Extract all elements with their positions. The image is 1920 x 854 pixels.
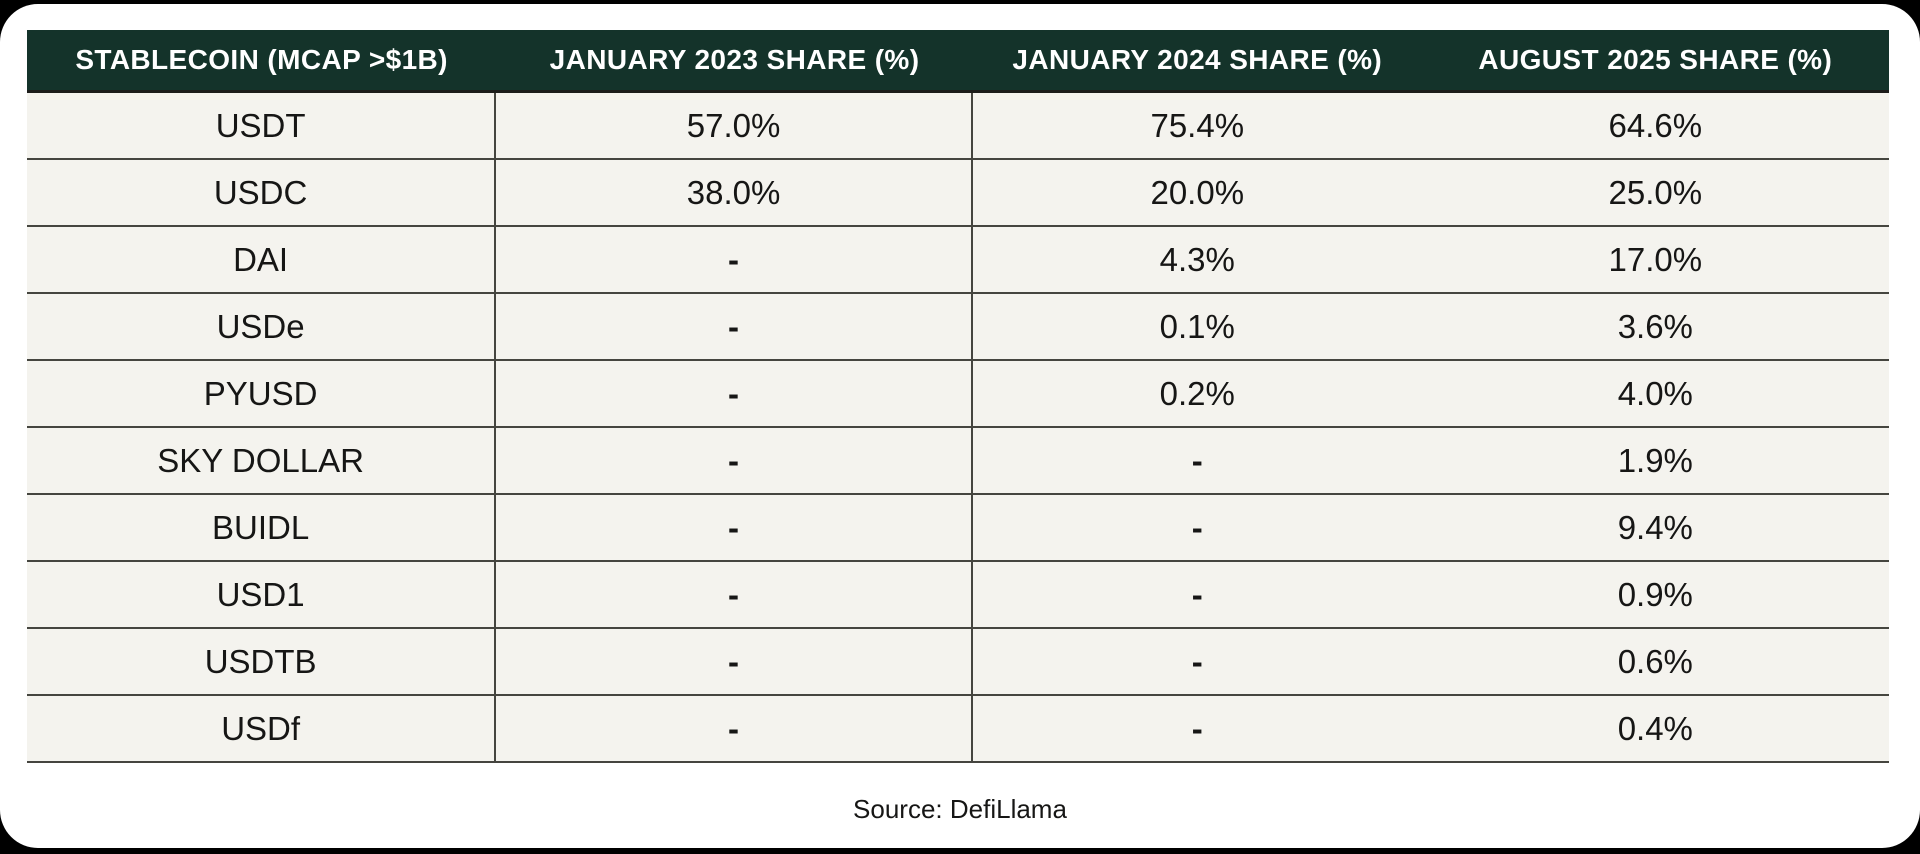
column-header-august-2025-share: AUGUST 2025 SHARE (%): [1478, 44, 1833, 75]
january-2024-share-cell: 20.0%: [1150, 173, 1245, 211]
august-2025-share-cell: 1.9%: [1617, 441, 1693, 479]
column-header-january-2023-share: JANUARY 2023 SHARE (%): [549, 44, 920, 75]
august-2025-share-cell: 0.4%: [1617, 709, 1693, 747]
stablecoin-name-cell: USDC: [27, 160, 497, 225]
column-header-january-2024-share: JANUARY 2024 SHARE (%): [1012, 44, 1383, 75]
table-body: USDT 57.0% 75.4% 64.6% USDC 38.0% 20.0% …: [27, 93, 1889, 763]
table-row: USDT 57.0% 75.4% 64.6%: [27, 93, 1889, 160]
stablecoin-name-cell: DAI: [27, 227, 497, 292]
january-2024-share-cell: -: [1191, 441, 1203, 479]
january-2023-share-cell: -: [496, 361, 973, 426]
stablecoin-name-cell: USDT: [27, 93, 497, 158]
stablecoin-name-cell: SKY DOLLAR: [27, 428, 497, 493]
january-2023-share-cell: -: [496, 696, 973, 761]
table-row: USD1 - - 0.9%: [27, 562, 1889, 629]
january-2024-share-cell: 75.4%: [1150, 106, 1245, 144]
column-header-stablecoin: STABLECOIN (MCAP >$1B): [75, 44, 448, 75]
table-row: SKY DOLLAR - - 1.9%: [27, 428, 1889, 495]
january-2024-share-cell: -: [1191, 709, 1203, 747]
january-2023-share-cell: -: [496, 428, 973, 493]
january-2024-share-cell: 0.1%: [1159, 307, 1235, 345]
january-2024-share-cell: 0.2%: [1159, 374, 1235, 412]
january-2023-share-cell: -: [496, 495, 973, 560]
stablecoin-name-cell: USDf: [27, 696, 497, 761]
january-2024-share-cell: -: [1191, 575, 1203, 613]
january-2024-share-cell: 4.3%: [1159, 240, 1235, 278]
january-2023-share-cell: -: [496, 629, 973, 694]
table-row: DAI - 4.3% 17.0%: [27, 227, 1889, 294]
stablecoin-name-cell: PYUSD: [27, 361, 497, 426]
august-2025-share-cell: 3.6%: [1617, 307, 1693, 345]
stablecoin-name-cell: USD1: [27, 562, 497, 627]
august-2025-share-cell: 4.0%: [1617, 374, 1693, 412]
stablecoin-share-table: STABLECOIN (MCAP >$1B) JANUARY 2023 SHAR…: [27, 30, 1889, 763]
january-2023-share-cell: -: [496, 227, 973, 292]
january-2024-share-cell: -: [1191, 508, 1203, 546]
january-2024-share-cell: -: [1191, 642, 1203, 680]
stablecoin-name-cell: USDe: [27, 294, 497, 359]
january-2023-share-cell: 57.0%: [496, 93, 973, 158]
table-row: BUIDL - - 9.4%: [27, 495, 1889, 562]
january-2023-share-cell: -: [496, 294, 973, 359]
august-2025-share-cell: 25.0%: [1608, 173, 1703, 211]
page-card: STABLECOIN (MCAP >$1B) JANUARY 2023 SHAR…: [0, 4, 1920, 848]
august-2025-share-cell: 0.9%: [1617, 575, 1693, 613]
august-2025-share-cell: 9.4%: [1617, 508, 1693, 546]
source-caption: Source: DefiLlama: [853, 794, 1067, 824]
table-row: USDe - 0.1% 3.6%: [27, 294, 1889, 361]
stablecoin-name-cell: BUIDL: [27, 495, 497, 560]
stablecoin-name-cell: USDTB: [27, 629, 497, 694]
table-row: USDTB - - 0.6%: [27, 629, 1889, 696]
january-2023-share-cell: -: [496, 562, 973, 627]
table-header-row: STABLECOIN (MCAP >$1B) JANUARY 2023 SHAR…: [27, 30, 1889, 93]
table-row: USDC 38.0% 20.0% 25.0%: [27, 160, 1889, 227]
august-2025-share-cell: 17.0%: [1608, 240, 1703, 278]
january-2023-share-cell: 38.0%: [496, 160, 973, 225]
august-2025-share-cell: 0.6%: [1617, 642, 1693, 680]
table-row: PYUSD - 0.2% 4.0%: [27, 361, 1889, 428]
august-2025-share-cell: 64.6%: [1608, 106, 1703, 144]
table-row: USDf - - 0.4%: [27, 696, 1889, 763]
